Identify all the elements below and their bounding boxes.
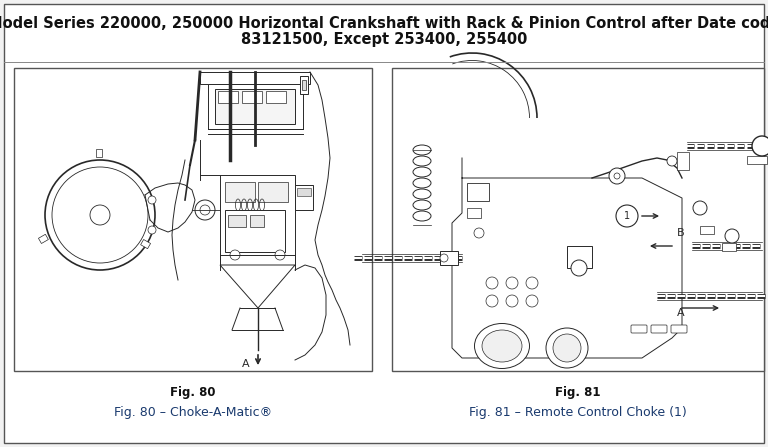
Bar bbox=[440, 251, 458, 265]
Bar bbox=[266, 91, 286, 103]
Circle shape bbox=[609, 168, 625, 184]
Circle shape bbox=[52, 167, 148, 263]
Bar bbox=[220, 175, 295, 265]
Bar bbox=[677, 152, 689, 170]
Bar bbox=[225, 182, 255, 202]
Circle shape bbox=[693, 201, 707, 215]
Circle shape bbox=[506, 295, 518, 307]
Text: B: B bbox=[677, 228, 684, 238]
Circle shape bbox=[725, 229, 739, 243]
Circle shape bbox=[474, 228, 484, 238]
Bar bbox=[38, 234, 48, 244]
Ellipse shape bbox=[553, 334, 581, 362]
Text: 1: 1 bbox=[624, 211, 630, 221]
Circle shape bbox=[230, 250, 240, 260]
Text: 83121500, Except 253400, 255400: 83121500, Except 253400, 255400 bbox=[241, 32, 527, 47]
Bar bbox=[200, 72, 310, 84]
FancyBboxPatch shape bbox=[671, 325, 687, 333]
Bar bbox=[467, 183, 489, 201]
Bar bbox=[258, 182, 288, 202]
Bar bbox=[722, 243, 736, 251]
Bar bbox=[218, 91, 238, 103]
Polygon shape bbox=[452, 158, 682, 358]
Bar bbox=[302, 80, 306, 90]
Bar bbox=[300, 76, 308, 94]
Bar bbox=[208, 84, 303, 129]
Bar bbox=[14, 68, 372, 371]
Circle shape bbox=[667, 156, 677, 166]
Bar bbox=[392, 68, 764, 371]
Bar bbox=[242, 91, 262, 103]
Circle shape bbox=[526, 295, 538, 307]
Bar bbox=[297, 188, 311, 196]
Text: Fig. 80: Fig. 80 bbox=[170, 386, 216, 399]
Bar bbox=[295, 185, 313, 210]
Text: Fig. 80 – Choke-A-Matic®: Fig. 80 – Choke-A-Matic® bbox=[114, 406, 272, 419]
Bar bbox=[225, 210, 285, 252]
Circle shape bbox=[614, 173, 620, 179]
Bar bbox=[215, 89, 295, 124]
Bar bbox=[141, 240, 151, 249]
Circle shape bbox=[195, 200, 215, 220]
Circle shape bbox=[45, 160, 155, 270]
Circle shape bbox=[148, 196, 156, 204]
Bar bbox=[747, 156, 767, 164]
Ellipse shape bbox=[475, 324, 529, 368]
Circle shape bbox=[526, 277, 538, 289]
Circle shape bbox=[90, 205, 110, 225]
Ellipse shape bbox=[546, 328, 588, 368]
Bar bbox=[250, 215, 264, 227]
Bar bbox=[96, 149, 102, 157]
Text: A: A bbox=[242, 359, 250, 369]
Polygon shape bbox=[220, 265, 295, 308]
FancyBboxPatch shape bbox=[631, 325, 647, 333]
Circle shape bbox=[275, 250, 285, 260]
Circle shape bbox=[571, 260, 587, 276]
Text: Model Series 220000, 250000 Horizontal Crankshaft with Rack & Pinion Control aft: Model Series 220000, 250000 Horizontal C… bbox=[0, 16, 768, 31]
Bar bbox=[467, 208, 481, 218]
Circle shape bbox=[148, 226, 156, 234]
FancyBboxPatch shape bbox=[651, 325, 667, 333]
Circle shape bbox=[486, 295, 498, 307]
Bar bbox=[700, 226, 714, 234]
Circle shape bbox=[616, 205, 638, 227]
Text: A: A bbox=[677, 308, 684, 318]
Circle shape bbox=[486, 277, 498, 289]
Circle shape bbox=[752, 136, 768, 156]
Bar bbox=[567, 246, 592, 268]
Circle shape bbox=[440, 254, 448, 262]
Ellipse shape bbox=[482, 330, 522, 362]
Text: Fig. 81: Fig. 81 bbox=[555, 386, 601, 399]
Bar bbox=[228, 215, 246, 227]
Text: Fig. 81 – Remote Control Choke (1): Fig. 81 – Remote Control Choke (1) bbox=[469, 406, 687, 419]
Circle shape bbox=[200, 205, 210, 215]
Circle shape bbox=[506, 277, 518, 289]
